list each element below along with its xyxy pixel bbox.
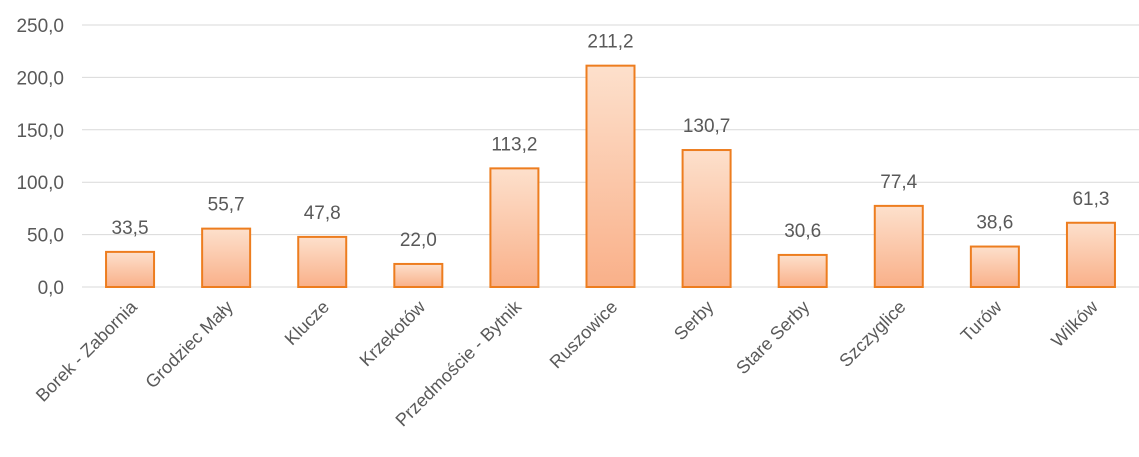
category-label: Borek - Zabornia xyxy=(32,296,142,406)
data-labels: 33,5 55,7 47,8 22,0 113,2 211,2 130,7 30,6 77,4 3… xyxy=(112,32,1110,251)
category-label: Ruszowice xyxy=(546,297,622,373)
y-tick-label: 200,0 xyxy=(16,68,64,89)
y-tick-label: 50,0 xyxy=(27,226,64,247)
data-label: 130,7 xyxy=(683,116,731,137)
bar xyxy=(489,167,540,288)
bar xyxy=(201,227,252,289)
bar xyxy=(873,204,924,288)
bars xyxy=(105,64,1116,289)
category-label: Stare Serby xyxy=(732,297,813,378)
category-label: Wilków xyxy=(1047,296,1102,351)
y-tick-label: 150,0 xyxy=(16,121,64,142)
y-tick-label: 100,0 xyxy=(16,173,64,194)
data-label: 33,5 xyxy=(112,218,149,239)
y-tick-label: 0,0 xyxy=(38,278,64,299)
category-label: Szczyglice xyxy=(835,297,909,371)
bar xyxy=(297,235,348,288)
data-label: 22,0 xyxy=(400,230,437,251)
category-label: Krzekotów xyxy=(356,296,430,370)
data-label: 38,6 xyxy=(976,213,1013,234)
data-label: 55,7 xyxy=(208,195,245,216)
category-label: Turów xyxy=(957,296,1007,346)
bar xyxy=(393,262,444,288)
category-label: Klucze xyxy=(281,297,333,349)
bar xyxy=(777,253,828,288)
x-axis-category-labels: Borek - Zabornia Grodziec Mały Klucze Krzek… xyxy=(32,296,1103,430)
data-label: 113,2 xyxy=(491,134,537,155)
category-label: Grodziec Mały xyxy=(141,297,236,392)
category-label: Serby xyxy=(670,297,717,344)
data-label: 61,3 xyxy=(1072,189,1109,210)
y-tick-label: 250,0 xyxy=(16,16,64,37)
bar xyxy=(105,250,156,288)
data-label: 77,4 xyxy=(880,172,917,193)
y-axis-tick-labels: 0,0 50,0 100,0 150,0 200,0 250,0 xyxy=(16,16,64,299)
bar xyxy=(585,64,636,288)
bar xyxy=(1065,221,1116,288)
bar xyxy=(681,149,732,288)
data-label: 211,2 xyxy=(587,32,633,53)
data-label: 30,6 xyxy=(784,221,821,242)
data-label: 47,8 xyxy=(304,203,341,224)
bar xyxy=(969,245,1020,288)
